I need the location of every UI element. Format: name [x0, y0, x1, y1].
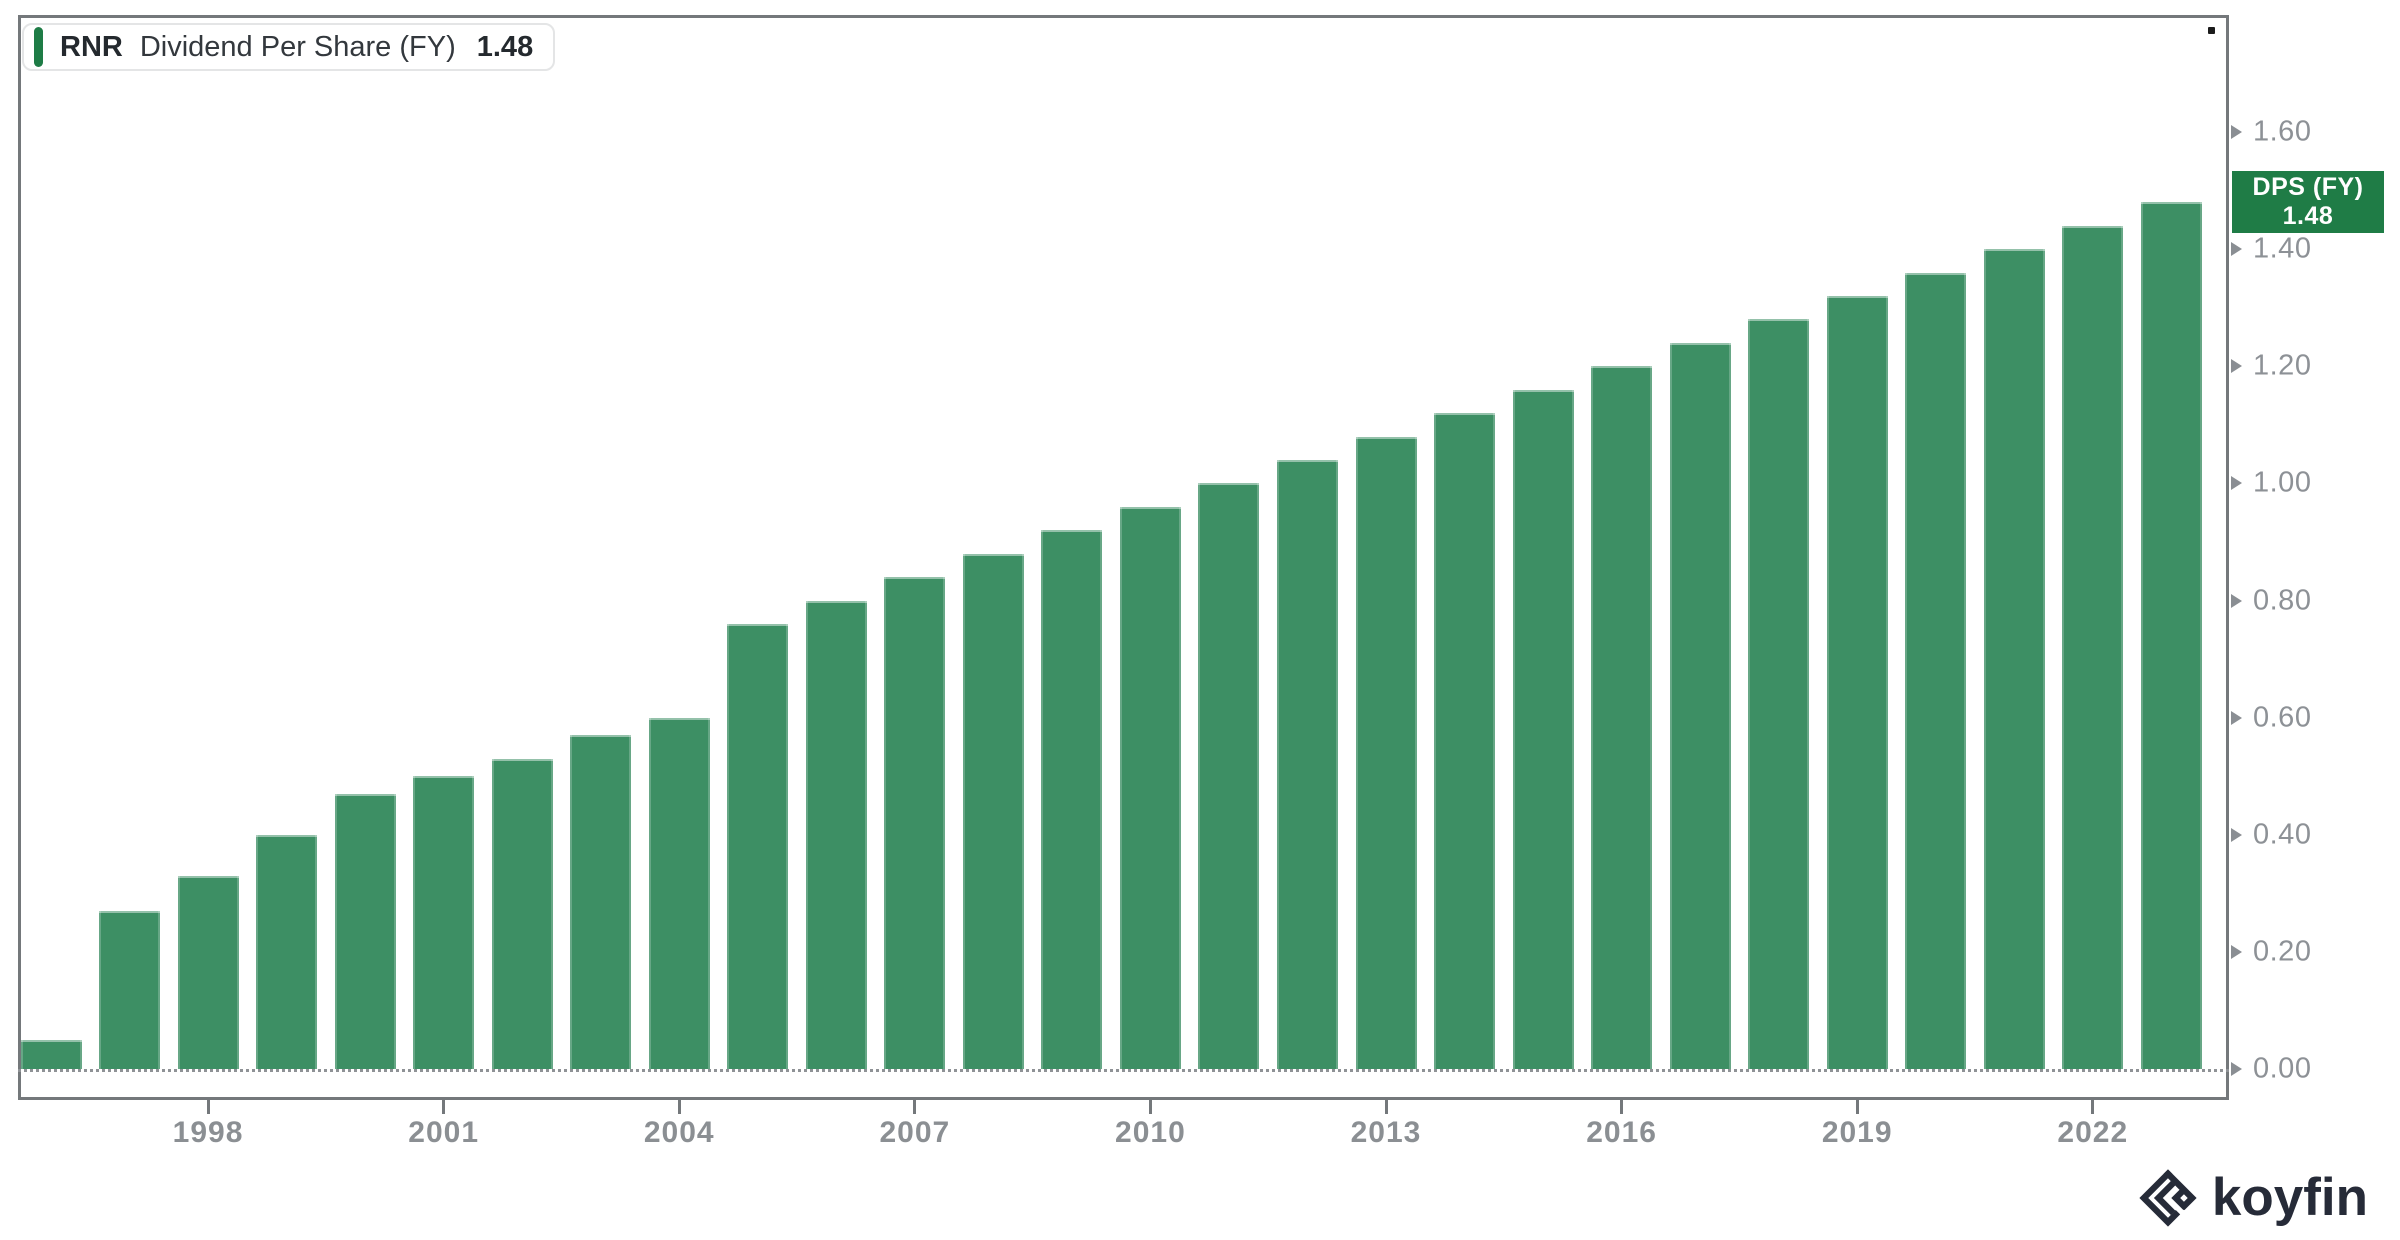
zero-baseline — [18, 1069, 2229, 1072]
bar-2021[interactable] — [1983, 249, 2045, 1069]
bar-1998[interactable] — [177, 875, 239, 1069]
bar-2014[interactable] — [1434, 413, 1496, 1069]
x-axis-label: 2010 — [1115, 1116, 1186, 1149]
right-arrow-tick-icon — [2231, 476, 2242, 491]
bar-2002[interactable] — [491, 758, 553, 1069]
bar-1996[interactable] — [20, 1039, 82, 1069]
bar-2004[interactable] — [648, 717, 710, 1069]
x-axis-tick — [913, 1100, 917, 1114]
legend-ticker: RNR — [60, 30, 123, 63]
badge-series-label: DPS (FY) — [2252, 173, 2364, 202]
y-axis-label: 1.40 — [2253, 232, 2312, 265]
bar-2017[interactable] — [1669, 342, 1731, 1069]
x-axis-label: 2022 — [2057, 1116, 2129, 1149]
bar-2011[interactable] — [1198, 483, 1260, 1069]
bar-2020[interactable] — [1905, 272, 1967, 1069]
x-axis-label: 2013 — [1350, 1116, 1422, 1149]
right-arrow-tick-icon — [2231, 125, 2242, 140]
bar-2001[interactable] — [413, 776, 475, 1069]
right-arrow-tick-icon — [2231, 359, 2242, 374]
koyfin-logo-text: koyfin — [2211, 1168, 2368, 1227]
bar-2018[interactable] — [1748, 319, 1810, 1069]
x-axis-label: 2019 — [1821, 1116, 1893, 1149]
x-axis-tick — [442, 1100, 446, 1114]
badge-value: 1.48 — [2282, 202, 2334, 231]
legend-value: 1.48 — [476, 30, 534, 63]
y-axis-label: 0.80 — [2253, 584, 2312, 617]
bar-2003[interactable] — [570, 735, 632, 1069]
bar-1997[interactable] — [99, 910, 161, 1069]
x-axis-label: 1998 — [172, 1116, 244, 1149]
x-axis-tick — [1620, 1100, 1624, 1114]
x-axis-tick — [1148, 1100, 1152, 1114]
bar-2000[interactable] — [334, 793, 396, 1069]
right-arrow-tick-icon — [2231, 710, 2242, 725]
bar-2013[interactable] — [1355, 436, 1417, 1069]
right-arrow-tick-icon — [2231, 1062, 2242, 1076]
bar-2006[interactable] — [805, 600, 867, 1069]
bar-2005[interactable] — [727, 623, 789, 1069]
x-axis-tick — [677, 1100, 681, 1114]
bar-2008[interactable] — [962, 553, 1024, 1069]
x-axis-label: 2007 — [879, 1116, 951, 1149]
bar-2022[interactable] — [2062, 225, 2124, 1069]
bar-2016[interactable] — [1591, 366, 1653, 1069]
bar-1999[interactable] — [256, 834, 318, 1069]
y-axis-label: 1.60 — [2253, 115, 2312, 148]
right-arrow-tick-icon — [2231, 944, 2242, 959]
right-arrow-tick-icon — [2231, 242, 2242, 257]
legend-accent-bar-icon — [34, 27, 43, 67]
x-axis-label: 2004 — [643, 1116, 715, 1149]
chart-corner-dot — [2208, 27, 2215, 34]
koyfin-watermark: koyfin — [2139, 1167, 2368, 1228]
bar-2023[interactable] — [2140, 202, 2202, 1069]
bar-2009[interactable] — [1041, 530, 1103, 1069]
bar-2019[interactable] — [1826, 296, 1888, 1069]
x-axis-tick — [2091, 1100, 2095, 1114]
x-axis-label: 2001 — [408, 1116, 480, 1149]
legend-metric-label: Dividend Per Share (FY) — [139, 30, 456, 63]
right-arrow-tick-icon — [2231, 593, 2242, 608]
y-axis-label: 0.60 — [2253, 701, 2312, 734]
series-legend-chip[interactable]: RNR Dividend Per Share (FY) 1.48 — [22, 23, 556, 71]
right-arrow-tick-icon — [2231, 827, 2242, 842]
bar-2012[interactable] — [1276, 459, 1338, 1069]
bar-2015[interactable] — [1512, 389, 1574, 1069]
x-axis-tick — [1855, 1100, 1859, 1114]
koyfin-logo-icon — [2139, 1168, 2197, 1227]
y-axis-label: 0.20 — [2253, 935, 2312, 968]
y-axis-label: 0.00 — [2253, 1052, 2312, 1085]
y-axis-label: 0.40 — [2253, 818, 2312, 851]
x-axis-tick — [1384, 1100, 1388, 1114]
y-axis-label: 1.20 — [2253, 349, 2312, 382]
bar-2010[interactable] — [1119, 506, 1181, 1069]
x-axis-label: 2016 — [1586, 1116, 1657, 1149]
last-value-badge: DPS (FY) 1.48 — [2232, 171, 2384, 234]
y-axis-label: 1.00 — [2253, 466, 2312, 499]
x-axis-tick — [206, 1100, 210, 1114]
bar-2007[interactable] — [884, 577, 946, 1069]
